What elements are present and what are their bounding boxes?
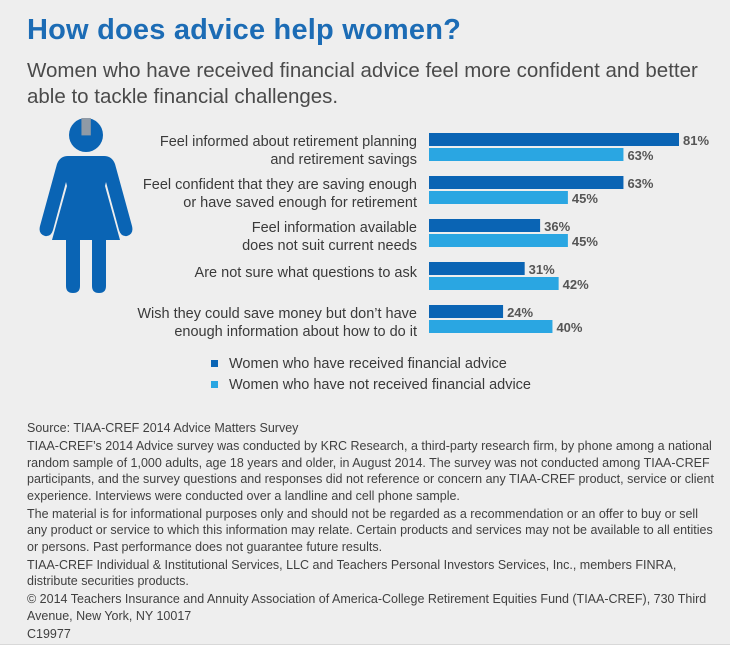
category-label: Feel confident that they are saving enou… [143, 177, 417, 193]
bar [429, 176, 624, 189]
page-subtitle: Women who have received financial advice… [27, 59, 698, 108]
chart-legend: Women who have received financial advice… [211, 355, 531, 397]
footnote-finra: TIAA-CREF Individual & Institutional Ser… [27, 557, 677, 589]
legend-item-not-advised: Women who have not received financial ad… [211, 376, 531, 397]
bar [429, 320, 553, 333]
category-label: or have saved enough for retirement [183, 195, 417, 211]
bar [429, 133, 679, 146]
bar-chart: Feel informed about retirement planning a… [137, 133, 709, 340]
legend-swatch-not-advised [211, 381, 218, 388]
category-label: Are not sure what questions to ask [195, 265, 418, 281]
category-label: and retirement savings [270, 152, 417, 168]
bar [429, 305, 504, 318]
category-label: enough information about how to do it [174, 324, 417, 340]
category-label: does not suit current needs [242, 238, 417, 254]
data-label: 45% [572, 234, 598, 249]
woman-icon: $ [39, 118, 133, 293]
bar [429, 148, 624, 161]
legend-label-advised: Women who have received financial advice [229, 356, 507, 372]
footnote-disclaimer: The material is for informational purpos… [27, 506, 713, 554]
category-label: Feel informed about retirement planning [160, 134, 417, 150]
bar [429, 219, 541, 232]
legend-swatch-advised [211, 360, 218, 367]
footnote-code: C19977 [27, 626, 71, 641]
data-label: 24% [507, 305, 533, 320]
legend-label-not-advised: Women who have not received financial ad… [229, 377, 531, 393]
data-label: 36% [544, 219, 570, 234]
footnotes: Source: TIAA-CREF 2014 Advice Matters Su… [27, 420, 717, 644]
data-label: 45% [572, 191, 598, 206]
dollar-sign-icon: $ [45, 118, 127, 146]
legend-item-advised: Women who have received financial advice [211, 355, 531, 376]
bar [429, 191, 568, 204]
data-label: 63% [627, 176, 653, 191]
data-label: 42% [563, 277, 589, 292]
category-label: Feel information available [252, 220, 417, 236]
page-title: How does advice help women? [27, 14, 462, 46]
footnote-methodology: TIAA-CREF’s 2014 Advice survey was condu… [27, 439, 714, 503]
data-label: 40% [556, 320, 582, 335]
bar [429, 262, 525, 275]
data-label: 63% [627, 148, 653, 163]
data-label: 31% [529, 262, 555, 277]
bar [429, 277, 559, 290]
footnote-copyright: © 2014 Teachers Insurance and Annuity As… [27, 592, 707, 623]
source-note: Source: TIAA-CREF 2014 Advice Matters Su… [27, 421, 299, 435]
category-label: Wish they could save money but don’t hav… [137, 306, 417, 322]
data-label: 81% [683, 133, 709, 148]
bar [429, 234, 568, 247]
